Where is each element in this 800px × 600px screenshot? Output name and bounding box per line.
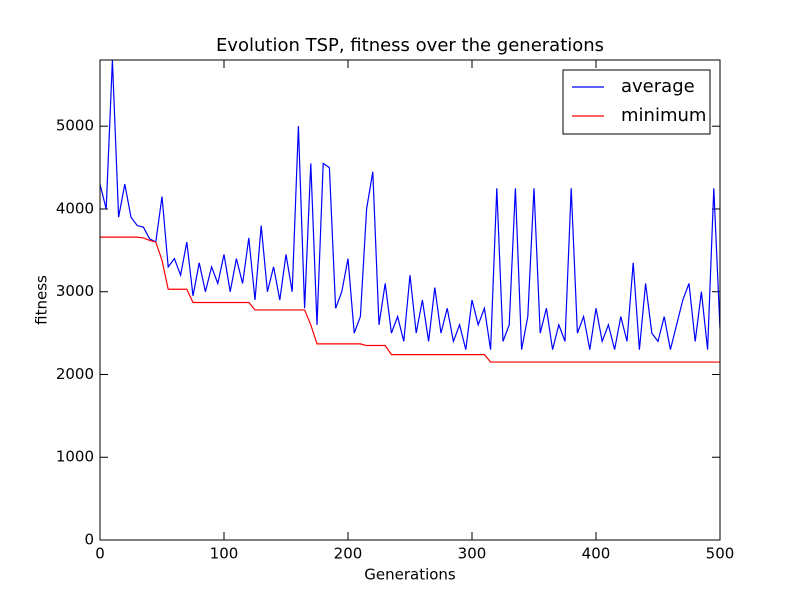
- x-axis-label: Generations: [364, 566, 456, 584]
- x-tick-label: 100: [210, 545, 239, 563]
- y-axis-label: fitness: [33, 275, 51, 325]
- x-tick-label: 300: [458, 545, 487, 563]
- x-tick-label: 400: [582, 545, 611, 563]
- legend-box: [562, 69, 711, 135]
- legend-label: average: [621, 76, 695, 97]
- y-tick-label: 2000: [56, 365, 94, 383]
- y-tick-label: 4000: [56, 199, 94, 217]
- y-tick-label: 0: [84, 531, 94, 549]
- series-line: [100, 60, 720, 350]
- x-tick-label: 0: [95, 545, 105, 563]
- chart-title: Evolution TSP, fitness over the generati…: [216, 35, 604, 56]
- plot-frame: [99, 59, 721, 541]
- x-tick-label: 200: [334, 545, 363, 563]
- y-tick-label: 3000: [56, 282, 94, 300]
- series-line: [100, 236, 720, 363]
- y-tick-label: 5000: [56, 117, 94, 135]
- x-tick-label: 500: [706, 545, 735, 563]
- y-tick-label: 1000: [56, 448, 94, 466]
- legend-label: minimum: [621, 105, 706, 126]
